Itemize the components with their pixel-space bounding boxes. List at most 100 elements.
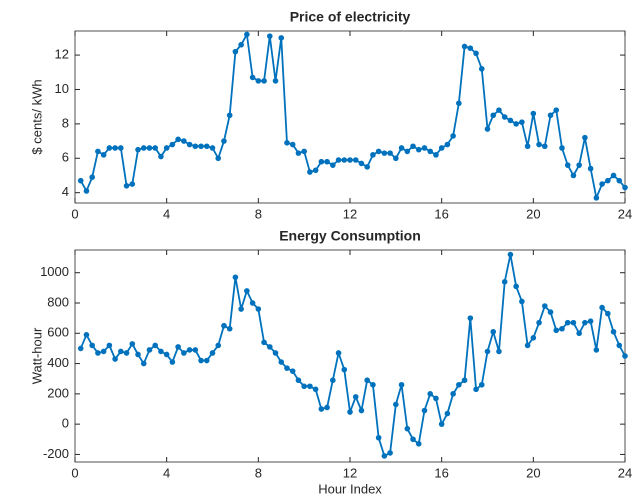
chart-title: Price of electricity — [290, 9, 411, 25]
data-point — [175, 344, 181, 350]
data-point — [622, 353, 628, 359]
data-point — [158, 348, 164, 355]
data-point — [335, 157, 342, 163]
data-point — [490, 328, 497, 335]
data-point — [112, 145, 118, 151]
y-tick-label: 12 — [55, 47, 69, 62]
data-point — [375, 148, 382, 155]
data-point — [616, 342, 623, 349]
data-point — [77, 177, 84, 184]
data-point — [610, 328, 617, 335]
data-point — [238, 306, 244, 312]
data-point — [444, 410, 451, 417]
data-point — [496, 348, 502, 355]
data-point — [352, 394, 359, 400]
data-point — [381, 150, 388, 156]
data-point — [513, 121, 519, 127]
data-point — [238, 41, 244, 48]
data-point — [198, 357, 204, 364]
data-point — [524, 143, 531, 150]
data-point — [284, 140, 290, 146]
data-point — [576, 162, 582, 168]
data-point — [421, 407, 428, 414]
data-point — [330, 162, 336, 168]
data-point — [312, 386, 319, 393]
x-tick-label: 8 — [255, 206, 262, 221]
data-point — [559, 145, 565, 151]
data-point — [198, 143, 204, 150]
data-point — [456, 100, 462, 107]
data-point — [427, 148, 434, 155]
data-point — [547, 112, 554, 119]
data-point — [307, 169, 313, 175]
data-point — [467, 45, 474, 51]
data-point — [507, 117, 514, 124]
y-axis-label: Watt-hour — [29, 327, 44, 384]
x-tick-label: 12 — [343, 465, 357, 480]
data-point — [135, 351, 141, 358]
data-point — [501, 114, 508, 120]
x-tick-label: 0 — [71, 465, 78, 480]
data-point — [375, 434, 382, 441]
data-point — [587, 165, 594, 172]
data-point — [272, 350, 279, 356]
data-point — [324, 158, 330, 165]
data-point — [158, 153, 164, 160]
data-point — [272, 78, 279, 84]
x-tick-label: 4 — [163, 206, 170, 221]
data-point — [278, 35, 285, 41]
data-point — [169, 359, 176, 365]
data-point — [570, 319, 577, 326]
data-point — [398, 145, 405, 151]
data-point — [559, 325, 565, 332]
x-tick-label: 20 — [526, 465, 540, 480]
y-tick-label: 4 — [62, 184, 69, 199]
data-point — [261, 78, 267, 84]
data-point — [244, 288, 250, 294]
data-point — [347, 157, 353, 163]
data-point — [330, 377, 336, 384]
data-point — [415, 441, 422, 447]
data-point — [582, 319, 588, 326]
data-point — [564, 162, 571, 168]
data-point — [524, 342, 531, 349]
data-point — [77, 345, 84, 352]
data-point — [129, 341, 136, 347]
x-tick-label: 8 — [255, 465, 262, 480]
data-point — [169, 141, 176, 148]
data-point — [152, 342, 159, 349]
data-point — [553, 327, 560, 334]
data-point — [484, 348, 491, 355]
data-point — [221, 322, 227, 329]
data-point — [415, 146, 422, 153]
data-point — [610, 172, 617, 179]
y-tick-label: 600 — [47, 325, 69, 340]
data-point — [599, 181, 605, 187]
y-tick-label: 10 — [55, 81, 69, 96]
data-point — [100, 152, 107, 158]
data-point — [456, 381, 462, 388]
data-point — [507, 251, 514, 258]
data-point — [513, 283, 519, 290]
data-point — [593, 195, 600, 201]
data-point — [473, 386, 479, 393]
data-point — [358, 160, 365, 167]
data-point — [541, 303, 548, 309]
data-point — [106, 145, 113, 151]
data-point — [530, 335, 537, 341]
data-point — [352, 157, 359, 163]
data-point — [140, 145, 147, 151]
data-point — [175, 136, 181, 143]
x-axis-label: Hour Index — [318, 481, 382, 496]
data-point — [146, 347, 153, 353]
data-point — [582, 134, 588, 141]
data-point — [215, 342, 222, 349]
data-point — [501, 279, 508, 285]
data-point — [295, 150, 302, 156]
data-point — [536, 319, 542, 326]
data-point — [89, 342, 95, 349]
data-point — [564, 319, 571, 326]
data-point — [393, 401, 399, 408]
data-point — [605, 177, 611, 184]
